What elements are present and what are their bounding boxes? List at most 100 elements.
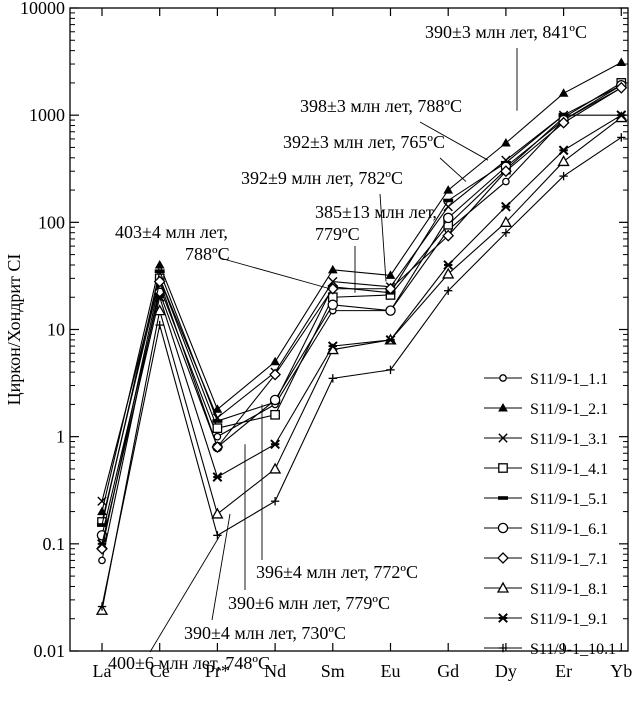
annotation-label: 398±3 млн лет, 788ºC — [300, 96, 462, 116]
annotation-label: 788ºC — [185, 244, 230, 264]
x-tick-label: Nd — [264, 661, 286, 681]
legend-item: S11/9-1_2.1 — [484, 401, 608, 418]
marker-shape — [269, 368, 282, 381]
data-point — [97, 496, 107, 506]
data-point — [385, 270, 396, 279]
data-point — [384, 282, 397, 295]
marker-shape — [498, 496, 508, 500]
x-tick-label: Ce — [150, 661, 170, 681]
series-line-10 — [101, 136, 622, 607]
legend-label: S11/9-1_5.1 — [530, 491, 608, 508]
marker-shape — [270, 409, 280, 420]
marker-shape — [268, 462, 282, 474]
series-line-6 — [101, 84, 622, 536]
data-point — [327, 299, 339, 311]
annotation-4: 392±9 млн лет, 782ºC — [241, 168, 403, 282]
marker-shape — [212, 423, 223, 434]
annotation-leader — [219, 257, 331, 290]
annotation-label: 396±4 млн лет, 772ºC — [256, 562, 418, 582]
marker-shape — [442, 229, 455, 242]
legend-label: S11/9-1_4.1 — [530, 461, 608, 478]
marker-shape — [211, 507, 224, 519]
marker-shape — [498, 402, 508, 412]
y-axis-label: Циркон/Хондрит CI — [4, 254, 24, 406]
y-tick-label: 100 — [38, 212, 65, 232]
marker-shape — [326, 282, 339, 295]
data-point — [155, 320, 164, 330]
data-point — [326, 282, 339, 295]
data-point — [558, 145, 569, 156]
data-point — [328, 374, 337, 383]
data-point — [501, 137, 511, 147]
marker-shape — [211, 441, 224, 453]
legend: S11/9-1_1.1 S11/9-1_2.1 S11/9-1_3.1 S11/9-1… — [484, 371, 616, 658]
data-point — [211, 441, 224, 453]
data-point — [442, 212, 454, 224]
legend-marker — [498, 496, 508, 500]
annotation-6: 403±4 млн лет,788ºC — [115, 222, 331, 290]
data-point — [213, 531, 222, 540]
annotation-leader — [419, 121, 489, 161]
data-point — [501, 228, 511, 237]
data-point — [615, 81, 628, 94]
y-tick-label: 10 — [47, 320, 65, 340]
marker-shape — [501, 137, 511, 147]
data-point — [154, 292, 165, 303]
annotation-leader — [211, 513, 231, 621]
data-point — [213, 432, 222, 441]
annotation-1: 390±3 млн лет, 841ºC — [425, 22, 587, 111]
data-point — [270, 356, 280, 366]
marker-shape — [327, 264, 338, 274]
marker-shape — [557, 155, 570, 167]
annotation-2: 398±3 млн лет, 788ºC — [300, 96, 489, 161]
annotation-8: 390±6 млн лет, 779ºC — [228, 444, 390, 613]
x-tick-label: Gd — [437, 661, 459, 681]
data-point — [212, 419, 223, 423]
marker-shape — [502, 177, 510, 186]
marker-shape — [558, 88, 569, 97]
legend-item: S11/9-1_5.1 — [484, 491, 608, 508]
legend-item: S11/9-1_4.1 — [484, 461, 608, 478]
marker-shape — [153, 275, 166, 288]
data-point — [269, 394, 281, 406]
marker-shape — [443, 201, 453, 212]
series-line-2 — [101, 62, 622, 512]
annotation-5: 385±13 млн лет,779ºC — [315, 202, 437, 293]
legend-label: S11/9-1_10.1 — [530, 641, 616, 658]
marker-shape — [328, 276, 338, 287]
data-point — [268, 462, 282, 474]
annotation-label: 390±4 млн лет, 730ºC — [184, 623, 346, 643]
data-point — [212, 472, 223, 482]
data-point — [442, 267, 455, 279]
series-line-1 — [101, 87, 622, 561]
data-point — [558, 88, 569, 97]
series-line-9 — [101, 114, 622, 544]
marker-shape — [616, 57, 627, 67]
marker-shape — [443, 185, 454, 194]
data-point — [443, 185, 454, 194]
legend-marker — [498, 463, 508, 473]
data-point — [270, 496, 280, 506]
data-point — [386, 365, 395, 375]
marker-shape — [498, 463, 508, 473]
data-point — [385, 305, 396, 316]
legend-label: S11/9-1_8.1 — [530, 581, 608, 598]
y-tick-label: 0.01 — [34, 641, 66, 661]
y-tick-label: 10000 — [20, 0, 65, 18]
annotation-label: 392±3 млн лет, 765ºC — [283, 132, 445, 152]
marker-shape — [213, 432, 222, 441]
legend-label: S11/9-1_3.1 — [530, 431, 608, 448]
data-point — [557, 116, 570, 129]
legend-label: S11/9-1_6.1 — [530, 521, 608, 538]
marker-shape — [270, 356, 280, 366]
x-tick-label: Sm — [321, 661, 345, 681]
legend-label: S11/9-1_9.1 — [530, 611, 608, 628]
data-point — [444, 286, 453, 295]
data-point — [212, 404, 223, 413]
legend-marker — [496, 581, 510, 593]
series-line-3 — [101, 114, 622, 502]
data-point — [499, 165, 512, 178]
data-point — [211, 507, 224, 519]
y-tick-label: 1 — [56, 427, 65, 447]
